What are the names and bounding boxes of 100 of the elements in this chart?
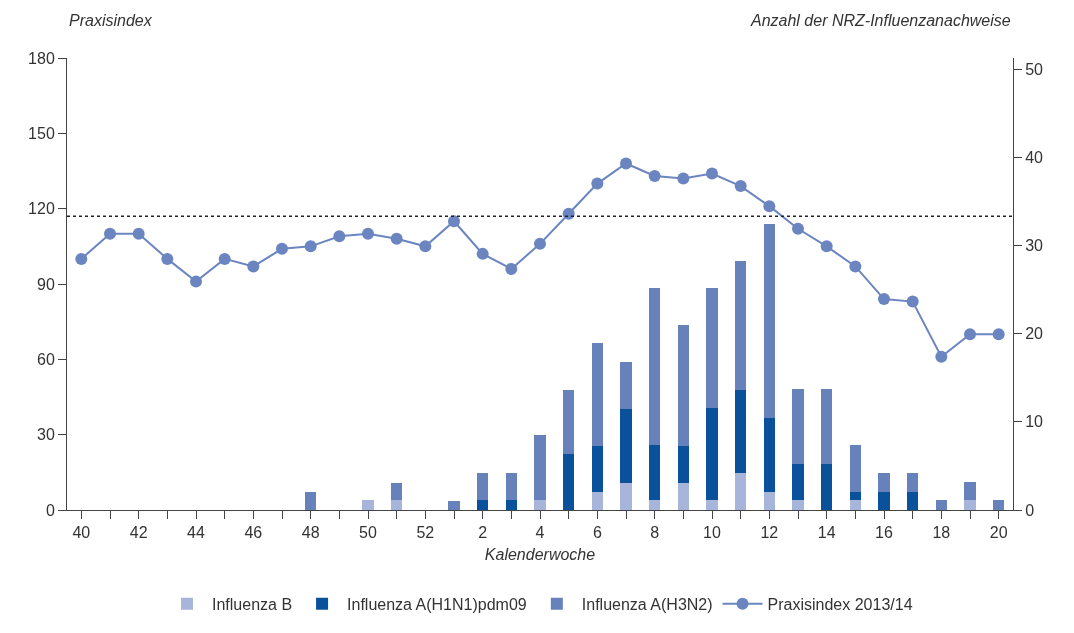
point <box>304 240 317 253</box>
bar <box>591 491 604 510</box>
point <box>620 157 632 170</box>
x-tick-label: 12 <box>760 524 779 542</box>
bar <box>734 260 747 391</box>
bar <box>476 500 489 510</box>
point <box>390 232 403 245</box>
point <box>362 227 374 240</box>
point <box>734 180 747 193</box>
point <box>104 227 116 240</box>
bar <box>763 491 776 510</box>
bar <box>878 491 890 510</box>
bar <box>935 500 948 510</box>
bar <box>476 472 489 501</box>
point <box>476 247 489 260</box>
bar <box>792 464 804 501</box>
x-tick-label: 2 <box>478 524 488 542</box>
x-tick-label: 46 <box>244 524 263 542</box>
point <box>935 350 948 363</box>
bar <box>677 482 690 510</box>
bar <box>505 500 518 510</box>
y2-axis-title: Anzahl der NRZ-Influenzanachweise <box>750 12 1011 29</box>
point <box>218 252 231 265</box>
point <box>161 252 174 265</box>
point <box>706 167 718 180</box>
point <box>763 200 776 213</box>
point <box>849 260 862 273</box>
bar <box>591 445 604 492</box>
x-tick-label: 18 <box>932 524 951 542</box>
point <box>820 240 833 253</box>
legend-label: Influenza B <box>212 595 293 613</box>
x-tick-label: 42 <box>129 524 148 542</box>
x-tick-label: 8 <box>650 524 660 542</box>
bar <box>964 481 976 501</box>
y2-tick-label: 30 <box>1025 237 1044 255</box>
bar <box>849 500 862 510</box>
bar <box>648 500 661 510</box>
bar <box>734 390 747 473</box>
bar <box>362 500 374 510</box>
bar <box>792 500 804 510</box>
bar <box>734 472 747 510</box>
x-axis-title: Kalenderwoche <box>484 545 596 563</box>
bar <box>534 435 546 501</box>
point <box>333 230 346 243</box>
legend-label: Influenza A(H1N1)pdm09 <box>347 595 527 613</box>
x-tick-label: 40 <box>72 524 91 542</box>
x-tick-label: 14 <box>817 524 836 542</box>
bar <box>390 482 403 501</box>
point <box>190 275 202 288</box>
legend-label: Influenza A(H3N2) <box>581 595 713 613</box>
bar <box>562 454 575 510</box>
y2-tick-label: 40 <box>1025 149 1044 167</box>
x-tick-label: 10 <box>703 524 721 542</box>
point <box>276 242 288 255</box>
bar <box>849 444 862 492</box>
bar <box>906 472 919 492</box>
bar <box>534 500 546 510</box>
y2-tick-label: 0 <box>1025 501 1035 519</box>
point <box>792 222 804 235</box>
x-tick-label: 6 <box>592 524 602 542</box>
bar <box>648 444 661 501</box>
point <box>964 328 976 341</box>
bar <box>677 445 690 483</box>
point <box>992 328 1005 341</box>
bar <box>706 407 718 501</box>
y-tick-label: 90 <box>37 275 55 293</box>
x-tick-label: 50 <box>359 524 377 542</box>
y-axis-title: Praxisindex <box>69 12 153 29</box>
point <box>132 227 145 240</box>
x-tick-label: 44 <box>187 524 205 542</box>
point <box>677 172 690 185</box>
y-tick-label: 30 <box>37 426 55 444</box>
point <box>505 262 518 275</box>
y-tick-label: 60 <box>37 350 55 368</box>
bar <box>562 390 575 455</box>
bar <box>620 361 632 409</box>
bar <box>992 500 1005 510</box>
bar <box>505 472 518 501</box>
bar <box>591 343 604 446</box>
bar <box>763 418 776 492</box>
bar <box>763 223 776 419</box>
bar <box>706 287 718 408</box>
x-tick-label: 48 <box>301 524 320 542</box>
point <box>247 260 260 273</box>
bar <box>677 324 690 446</box>
y2-tick-label: 10 <box>1025 413 1044 431</box>
y-tick-label: 150 <box>28 124 55 142</box>
y2-tick-label: 20 <box>1025 325 1044 343</box>
point <box>448 215 460 228</box>
point <box>591 177 604 190</box>
point <box>75 252 88 265</box>
x-tick-label: 4 <box>535 524 545 542</box>
y2-tick-label: 50 <box>1025 61 1044 79</box>
bar <box>648 287 661 445</box>
y-tick-label: 120 <box>28 200 55 218</box>
x-tick-label: 20 <box>989 524 1008 542</box>
bar <box>878 472 890 492</box>
point <box>648 170 661 183</box>
legend-label: Praxisindex 2013/14 <box>767 595 913 613</box>
bar <box>792 389 804 465</box>
